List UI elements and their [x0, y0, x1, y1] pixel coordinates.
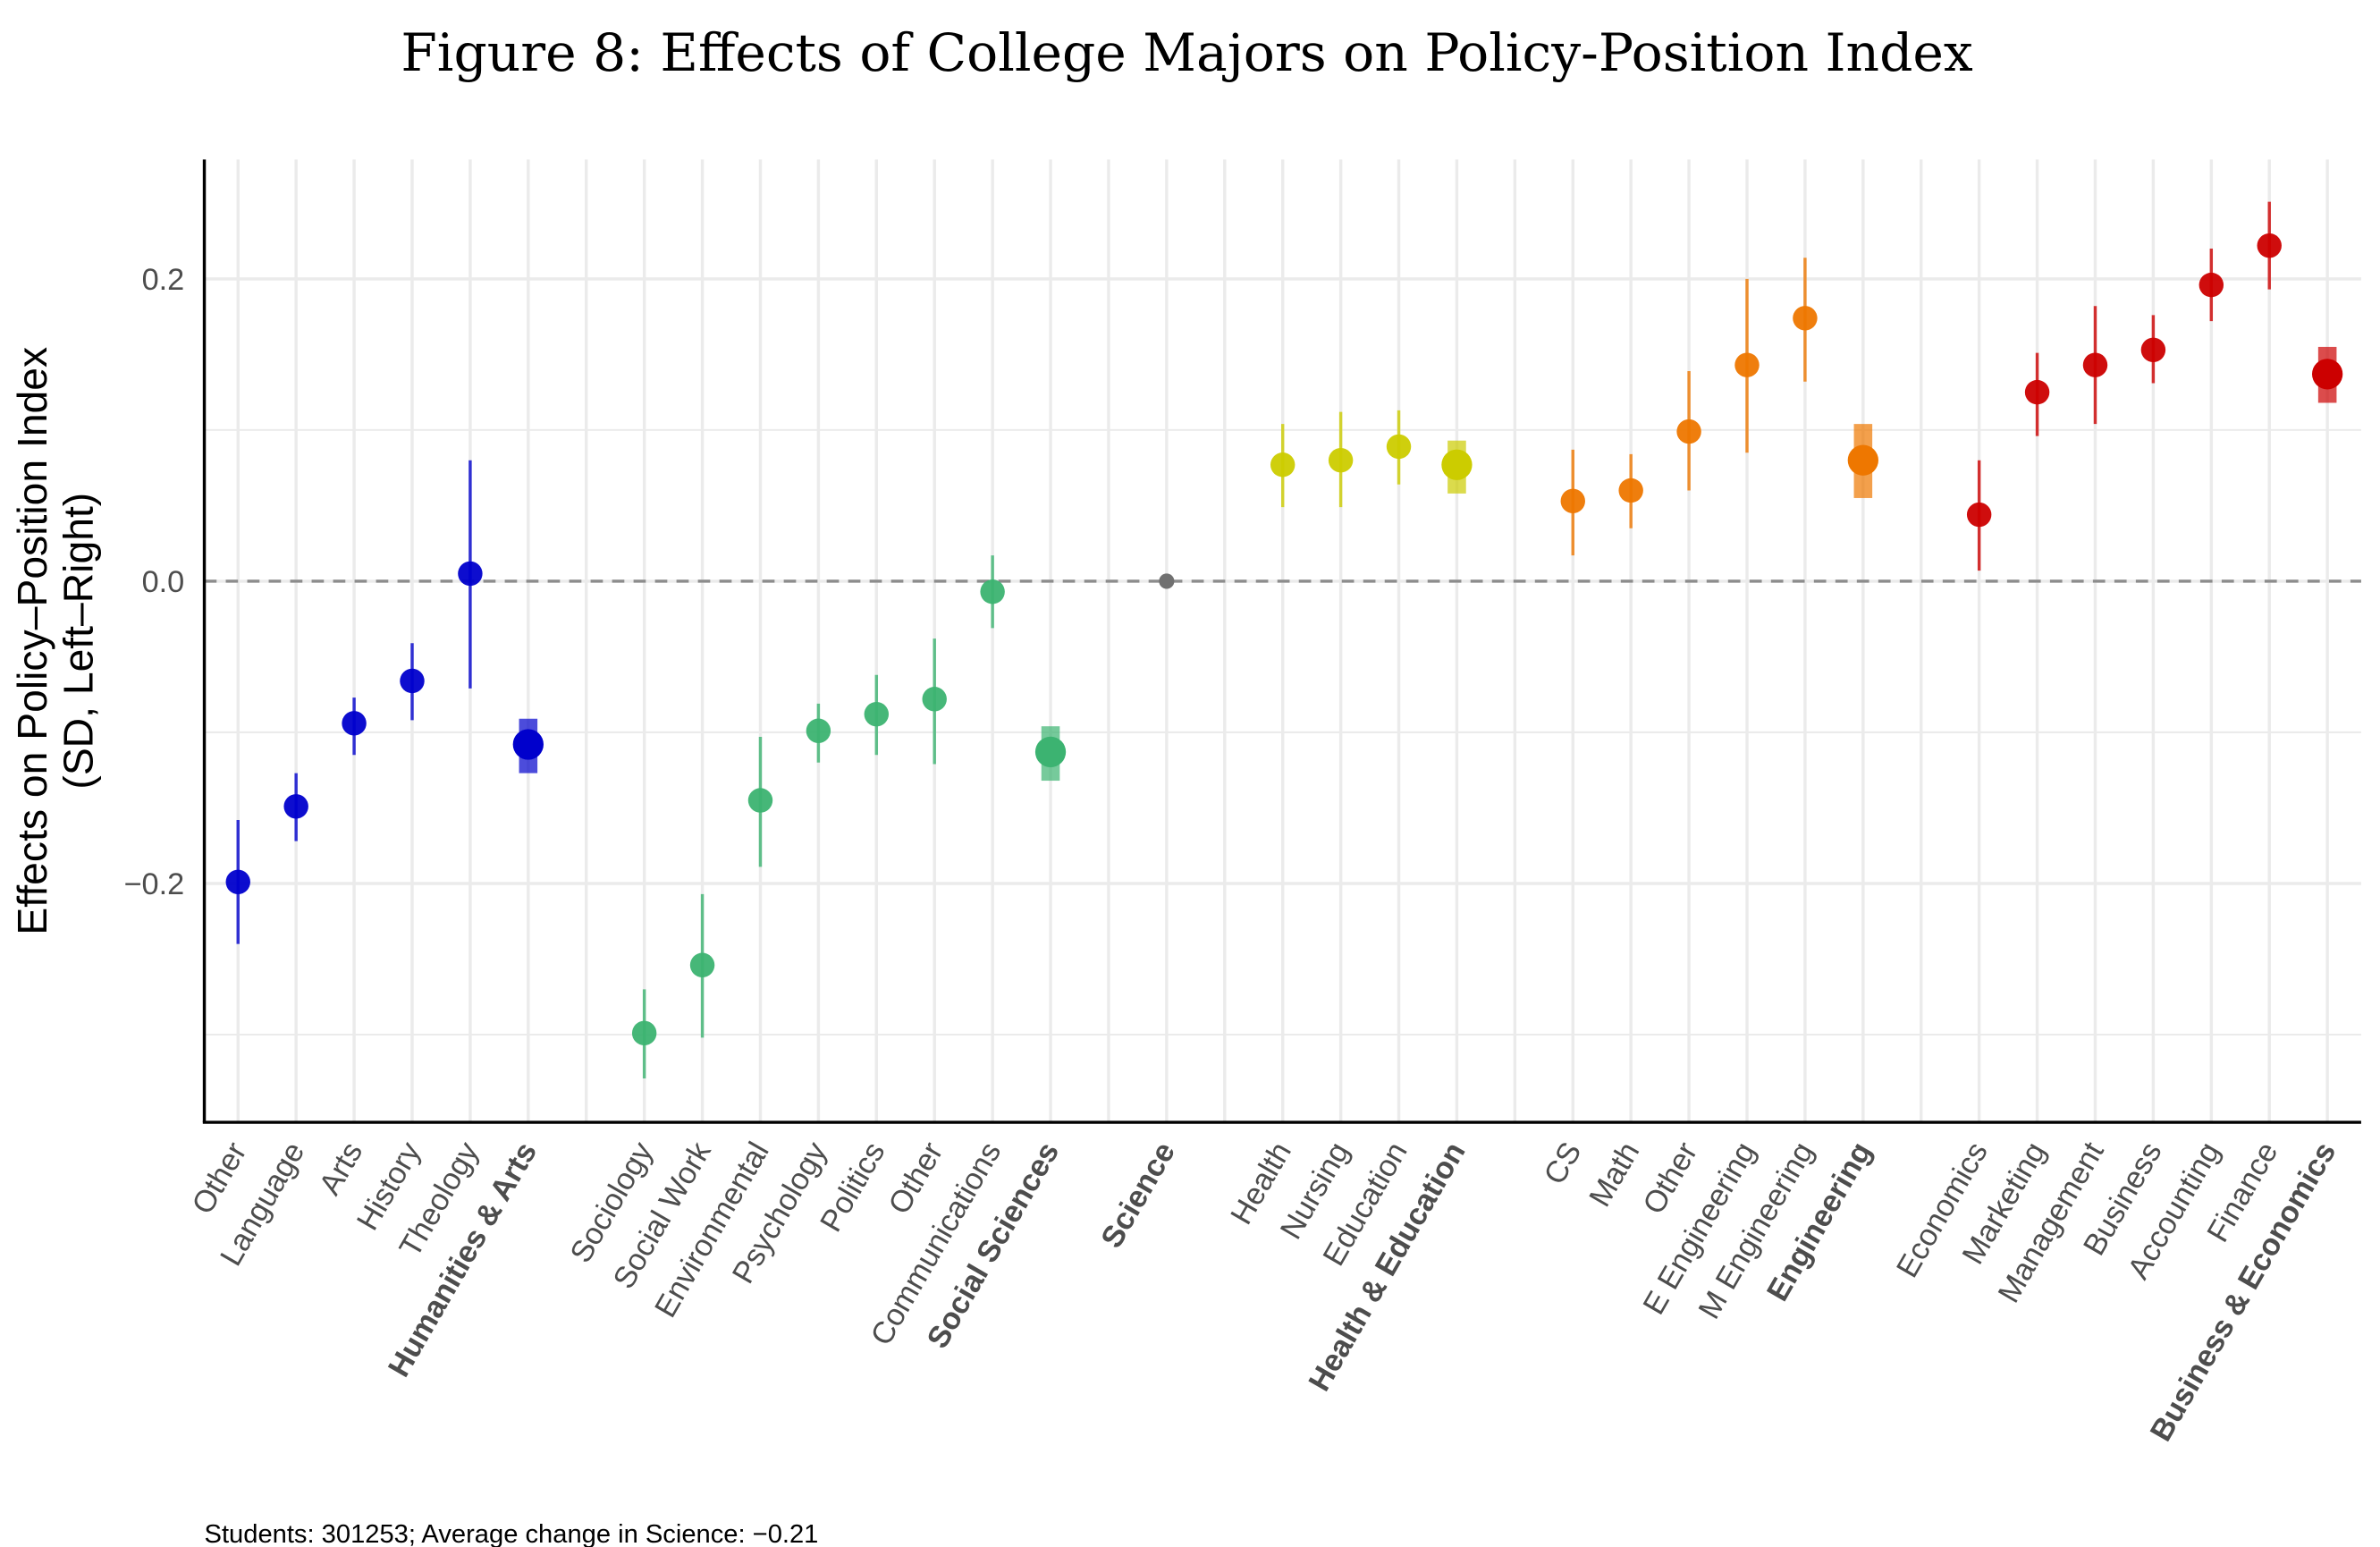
- aggregate-point: [1034, 736, 1067, 768]
- point: [980, 579, 1005, 604]
- point: [1386, 434, 1412, 460]
- point: [1676, 418, 1701, 444]
- point: [864, 701, 890, 727]
- point: [922, 687, 947, 712]
- point: [458, 561, 483, 587]
- point: [2140, 337, 2166, 363]
- aggregate-point: [512, 729, 544, 760]
- data-marks: [225, 201, 2343, 1079]
- point: [1734, 352, 1760, 377]
- y-tick-label: 0.0: [142, 565, 185, 599]
- point: [225, 869, 250, 895]
- point: [342, 711, 367, 736]
- point: [747, 788, 773, 813]
- point: [1328, 447, 1354, 473]
- x-tick-label: Science: [1094, 1137, 1182, 1254]
- point-science: [1159, 573, 1175, 589]
- point: [1270, 452, 1295, 478]
- point: [2199, 272, 2224, 298]
- chart-title: Figure 8: Effects of College Majors on P…: [401, 22, 1972, 83]
- point: [689, 952, 715, 977]
- y-axis-label-line1: Effects on Policy–Position Index: [9, 347, 55, 935]
- point: [631, 1020, 657, 1046]
- point: [1793, 306, 1818, 331]
- x-tick-label: Arts: [313, 1137, 369, 1201]
- chart-caption: Students: 301253; Average change in Scie…: [205, 1520, 819, 1547]
- point: [2257, 232, 2282, 258]
- gridlines: [204, 159, 2361, 1123]
- y-tick-label: 0.2: [142, 263, 185, 297]
- axes: [202, 159, 2361, 1124]
- x-tick-label: CS: [1538, 1137, 1589, 1190]
- point: [283, 794, 308, 819]
- aggregate-point: [1441, 449, 1473, 480]
- point: [806, 718, 831, 743]
- y-tick-label: −0.2: [124, 867, 185, 901]
- point: [2024, 379, 2050, 405]
- point: [1966, 502, 1992, 528]
- point: [400, 668, 425, 694]
- y-tick-labels: −0.2 0.0 0.2: [124, 263, 185, 901]
- point: [1560, 488, 1585, 514]
- aggregate-point: [2311, 359, 2343, 390]
- point: [1618, 478, 1643, 503]
- point: [2082, 352, 2108, 377]
- y-axis-label-line2: (SD, Left–Right): [55, 493, 101, 790]
- aggregate-point: [1847, 444, 1878, 476]
